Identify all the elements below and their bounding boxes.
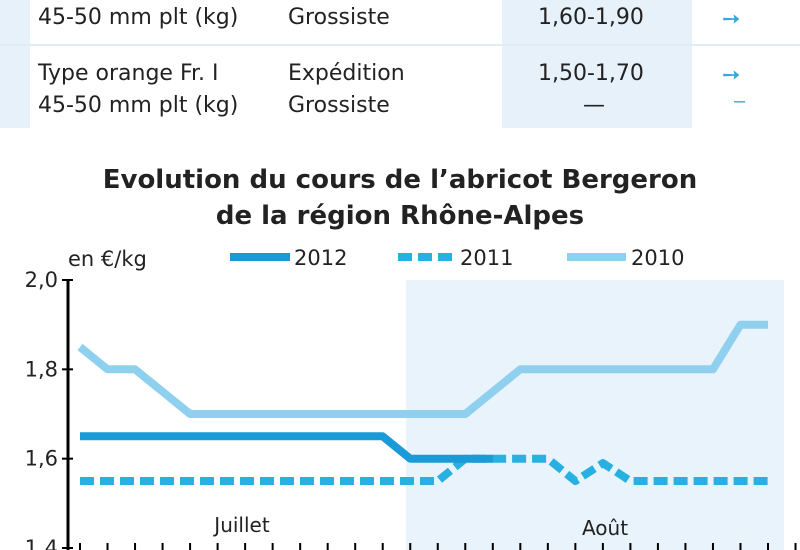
stable-dash-icon: –	[734, 90, 746, 112]
right-arrow-icon: ➙	[722, 62, 741, 87]
table-row-price: 1,50-1,70	[538, 61, 644, 86]
axes: 2,0 1,8 1,6 1,4	[25, 268, 797, 550]
y-tick-label: 2,0	[25, 268, 58, 292]
series-line-2012	[80, 432, 493, 463]
right-arrow-icon: ➙	[722, 6, 741, 31]
y-tick-label: 1,4	[25, 536, 58, 550]
series-lines	[77, 320, 769, 485]
legend: 2012 2011 2010	[230, 246, 684, 270]
table-row-price: 1,60-1,90	[538, 5, 644, 30]
table-row-product: Type orange Fr. I	[38, 61, 219, 86]
chart-subtitle: de la région Rhône-Alpes	[215, 201, 585, 231]
legend-label-2012: 2012	[294, 246, 347, 270]
period-label-aout: Août	[582, 516, 628, 540]
y-tick-label: 1,8	[25, 357, 58, 381]
left-edge-band	[0, 0, 30, 128]
price-table: 45-50 mm plt (kg) Grossiste 1,60-1,90 ➙ …	[0, 0, 800, 128]
y-axis-label: en €/kg	[68, 247, 147, 271]
legend-label-2010: 2010	[631, 246, 684, 270]
table-row-product: 45-50 mm plt (kg)	[38, 93, 239, 118]
period-label-juillet: Juillet	[212, 513, 270, 537]
table-row-stage: Expédition	[288, 61, 405, 86]
series-line-2010	[77, 320, 768, 418]
table-row-stage: Grossiste	[288, 5, 390, 30]
table-row-stage: Grossiste	[288, 93, 390, 118]
table-row-price: —	[583, 93, 605, 118]
legend-label-2011: 2011	[460, 246, 513, 270]
price-column-band	[502, 0, 692, 128]
table-row-product: 45-50 mm plt (kg)	[38, 5, 239, 30]
row-separator	[0, 44, 800, 46]
y-tick-label: 1,6	[25, 447, 58, 471]
series-line-2011	[80, 454, 768, 485]
chart-title: Evolution du cours de l’abricot Bergeron	[102, 165, 698, 195]
line-chart: en €/kg 2012 2011 2010 2,0 1,8 1,6 1,4 Juille…	[25, 246, 797, 550]
